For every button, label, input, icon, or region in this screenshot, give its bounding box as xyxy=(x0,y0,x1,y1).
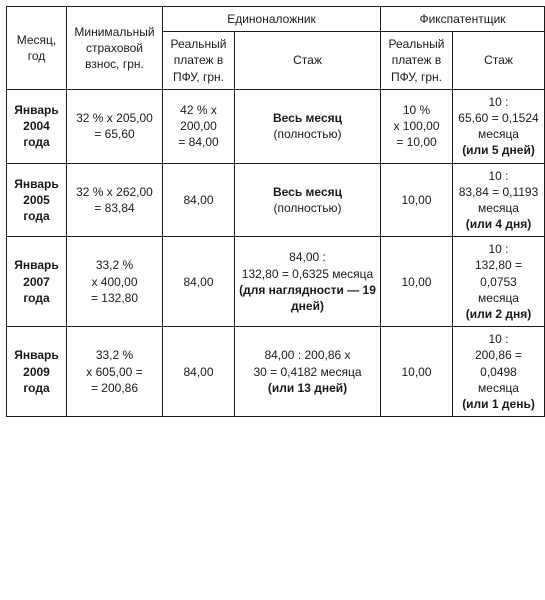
cell-min-contrib: 33,2 % х 400,00 = 132,80 xyxy=(67,237,163,327)
cell-stazh-2: 10 : 200,86 = 0,0498 месяца (или 1 день) xyxy=(453,327,545,417)
cell-real-pay-1: 84,00 xyxy=(163,237,235,327)
table-row: Январь 2009 года 33,2 % х 605,00 = = 200… xyxy=(7,327,545,417)
col-stazh-1: Стаж xyxy=(235,32,381,90)
pension-table: Месяц, год Минимальный страховой взнос, … xyxy=(6,6,545,417)
cell-min-contrib: 33,2 % х 605,00 = = 200,86 xyxy=(67,327,163,417)
cell-real-pay-2: 10,00 xyxy=(381,163,453,237)
cell-stazh-1: 84,00 : 132,80 = 0,6325 месяца (для нагл… xyxy=(235,237,381,327)
col-month-year: Месяц, год xyxy=(7,7,67,90)
cell-stazh-1: Весь месяц (полностью) xyxy=(235,89,381,163)
cell-real-pay-1: 84,00 xyxy=(163,163,235,237)
cell-min-contrib: 32 % х 205,00 = 65,60 xyxy=(67,89,163,163)
cell-stazh-2: 10 : 65,60 = 0,1524 месяца (или 5 дней) xyxy=(453,89,545,163)
cell-real-pay-2: 10,00 xyxy=(381,327,453,417)
cell-period: Январь 2009 года xyxy=(7,327,67,417)
cell-real-pay-1: 84,00 xyxy=(163,327,235,417)
cell-real-pay-1: 42 % х 200,00 = 84,00 xyxy=(163,89,235,163)
col-min-contrib: Минимальный страховой взнос, грн. xyxy=(67,7,163,90)
cell-min-contrib: 32 % х 262,00 = 83,84 xyxy=(67,163,163,237)
cell-real-pay-2: 10,00 xyxy=(381,237,453,327)
cell-stazh-2: 10 : 132,80 = 0,0753 месяца (или 2 дня) xyxy=(453,237,545,327)
cell-stazh-2: 10 : 83,84 = 0,1193 месяца (или 4 дня) xyxy=(453,163,545,237)
cell-period: Январь 2007 года xyxy=(7,237,67,327)
col-real-payment-1: Реальный платеж в ПФУ, грн. xyxy=(163,32,235,90)
col-stazh-2: Стаж xyxy=(453,32,545,90)
cell-real-pay-2: 10 % х 100,00 = 10,00 xyxy=(381,89,453,163)
table-row: Январь 2007 года 33,2 % х 400,00 = 132,8… xyxy=(7,237,545,327)
cell-period: Январь 2004 года xyxy=(7,89,67,163)
cell-stazh-1: Весь месяц (полностью) xyxy=(235,163,381,237)
col-real-payment-2: Реальный платеж в ПФУ, грн. xyxy=(381,32,453,90)
table-row: Январь 2005 года 32 % х 262,00 = 83,84 8… xyxy=(7,163,545,237)
table-header-row: Месяц, год Минимальный страховой взнос, … xyxy=(7,7,545,32)
table-row: Январь 2004 года 32 % х 205,00 = 65,60 4… xyxy=(7,89,545,163)
col-group-fixed-patent: Фикспатентщик xyxy=(381,7,545,32)
col-group-single-tax: Единоналожник xyxy=(163,7,381,32)
cell-period: Январь 2005 года xyxy=(7,163,67,237)
cell-stazh-1: 84,00 : 200,86 х 30 = 0,4182 месяца (или… xyxy=(235,327,381,417)
